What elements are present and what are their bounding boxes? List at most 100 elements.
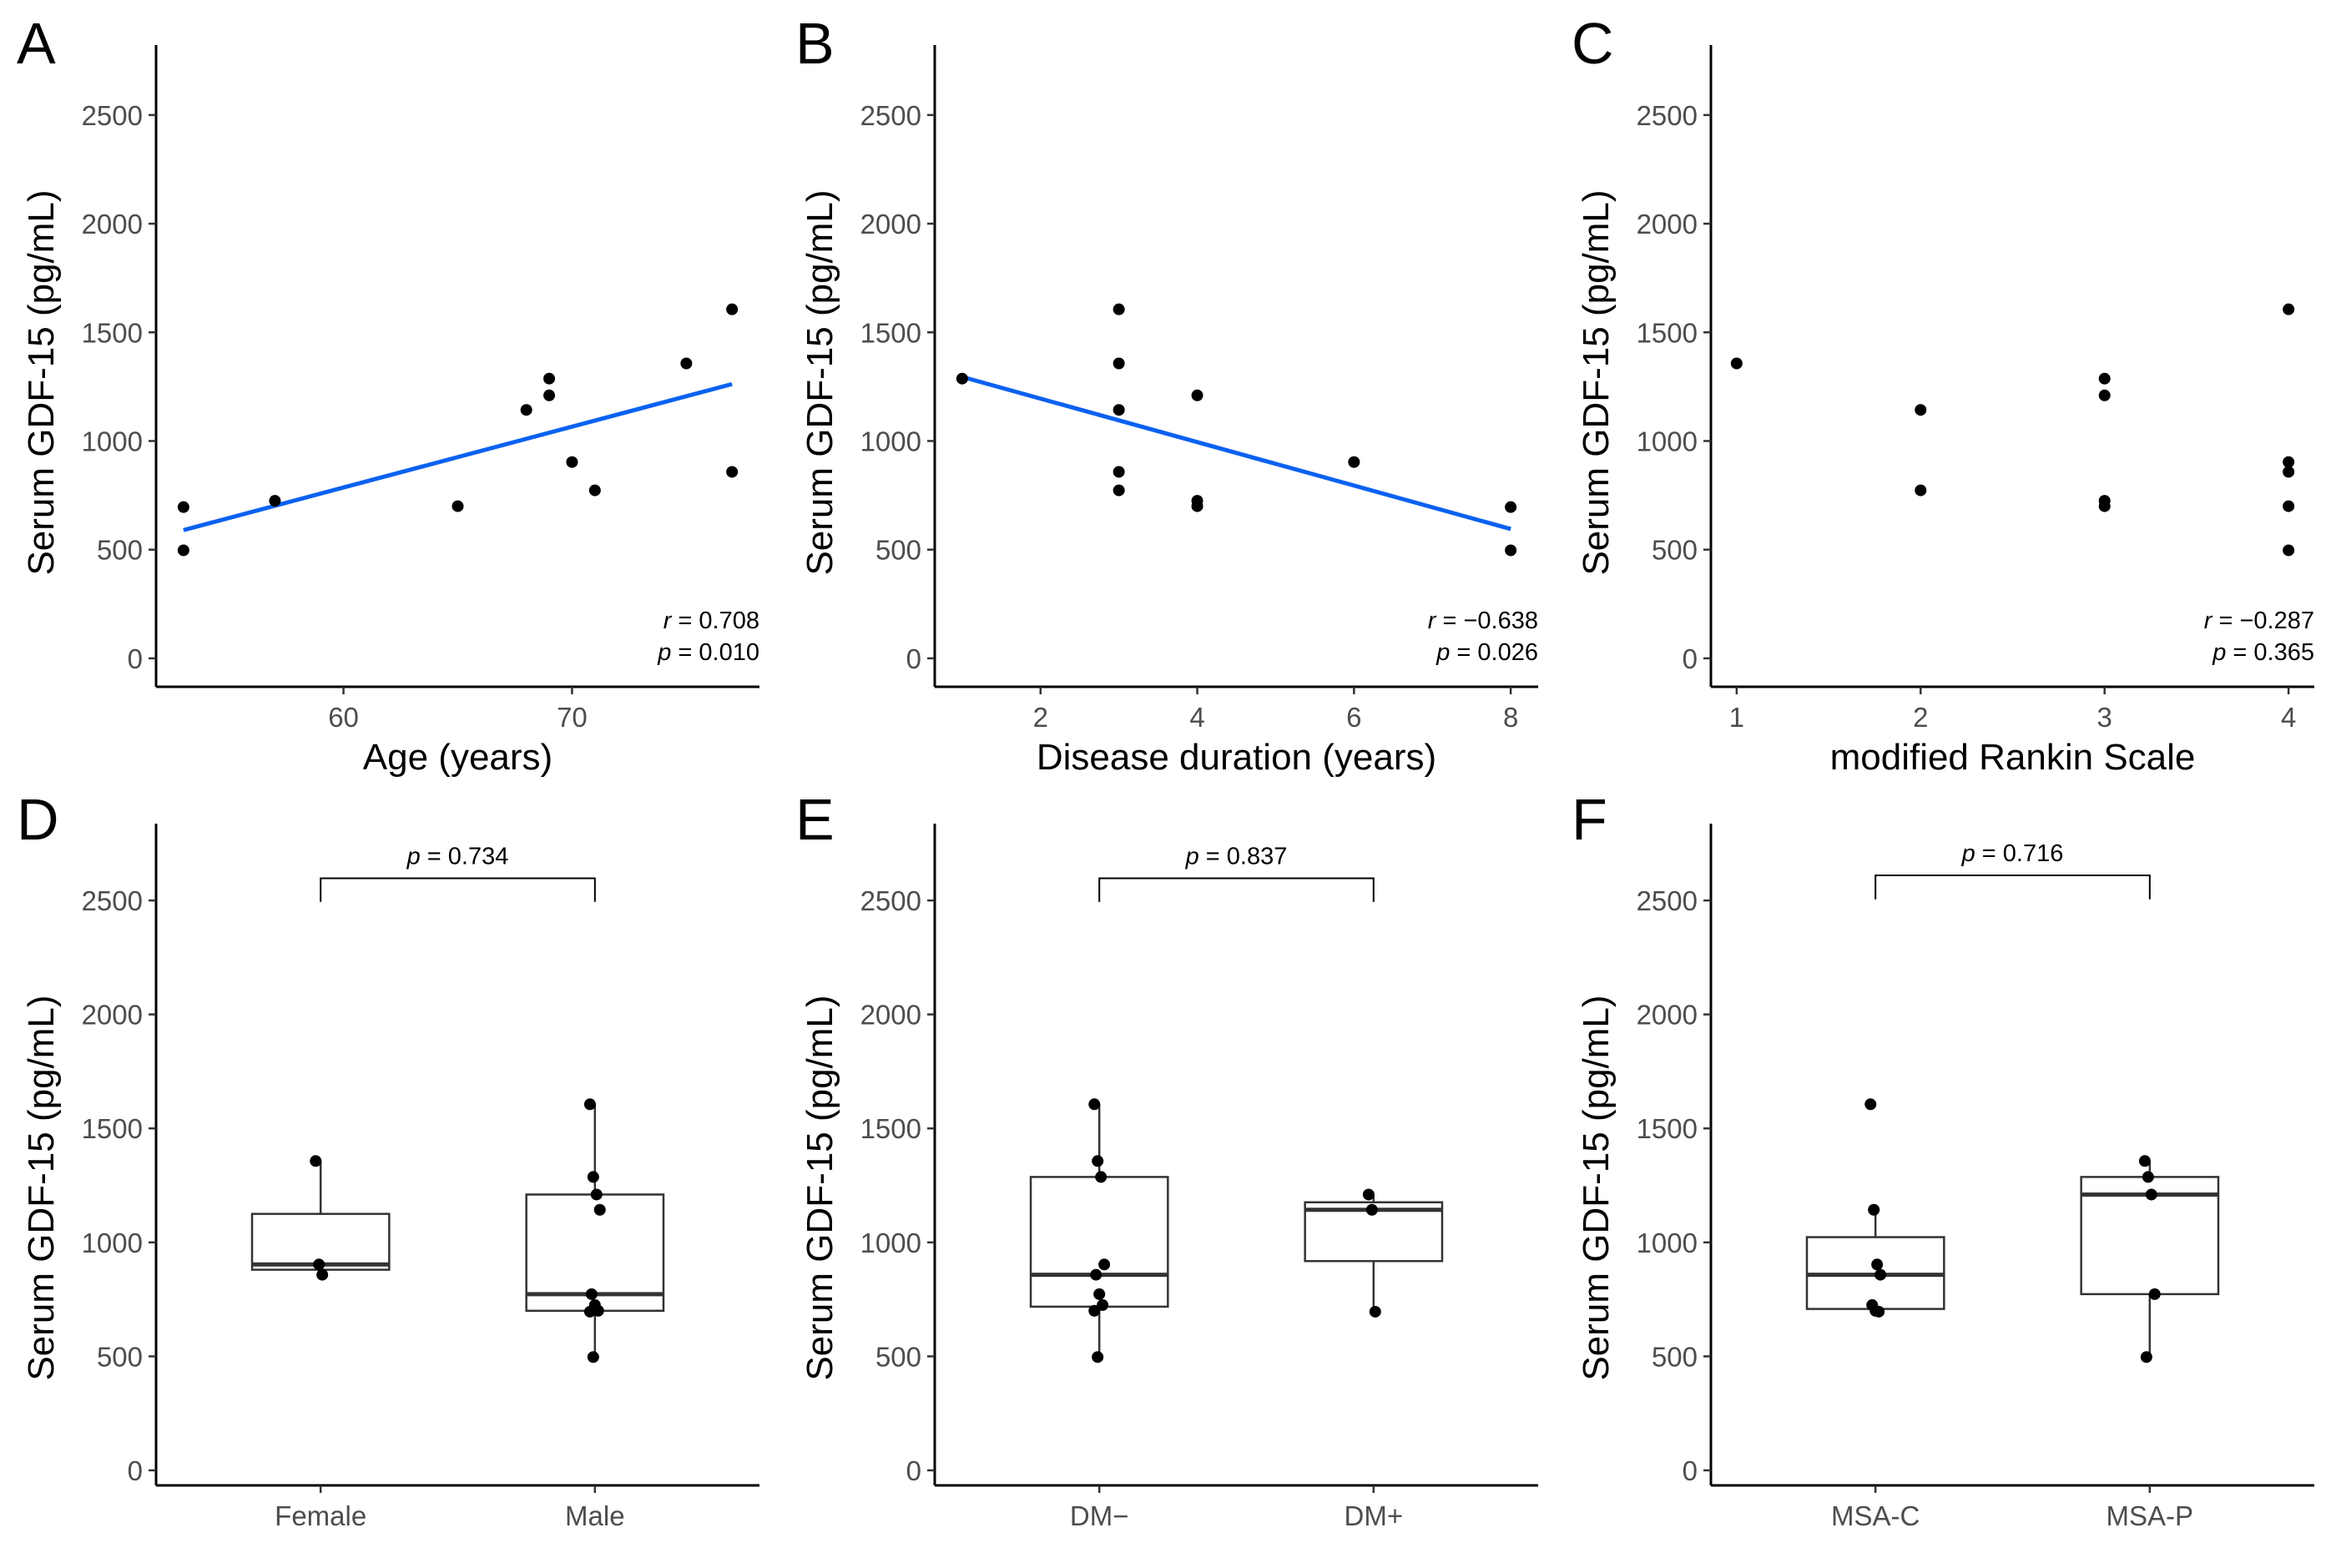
y-tick-label: 1000	[1637, 426, 1698, 456]
y-tick-label: 0	[128, 1455, 143, 1486]
data-point	[1864, 1098, 1877, 1111]
x-tick-label: 6	[1346, 702, 1361, 733]
data-point	[1191, 500, 1203, 512]
data-point	[2283, 544, 2295, 557]
y-tick-label: 2500	[82, 885, 143, 916]
panel-c: C 0 500 1000 1500 2000 2500 Serum GDF-15 (pg/mL…	[1572, 11, 2314, 778]
data-point	[587, 1351, 599, 1364]
x-tick-label: Male	[565, 1500, 625, 1531]
data-point	[583, 1098, 596, 1111]
panel-a: A 0 500 1000 1500 2000 2500 Serum GDF-15 (pg/mL…	[17, 11, 759, 778]
data-point	[1097, 1298, 1109, 1311]
panel-letter: D	[17, 787, 59, 852]
y-tick-label: 2500	[860, 885, 921, 916]
x-tick-label: 8	[1503, 702, 1518, 733]
data-point	[1095, 1171, 1107, 1183]
y-tick-label: 0	[1683, 1455, 1698, 1486]
x-tick-label: 3	[2097, 702, 2112, 733]
data-point	[590, 1188, 603, 1201]
y-tick-label: 1500	[860, 1113, 921, 1144]
correlation-p: p = 0.365	[2212, 639, 2314, 666]
data-point	[2148, 1288, 2161, 1300]
correlation-r: r = −0.287	[2204, 608, 2314, 634]
panel-letter: E	[795, 787, 835, 852]
p-symbol: p	[1185, 844, 1199, 870]
panel-letter: C	[1572, 11, 1614, 76]
data-point	[1113, 484, 1125, 497]
data-point	[1873, 1305, 1885, 1318]
y-axis-title: Serum GDF-15 (pg/mL)	[800, 995, 840, 1380]
y-tick-label: 500	[97, 1341, 143, 1372]
data-point	[1915, 484, 1927, 497]
data-point	[269, 495, 281, 507]
y-tick-label: 500	[1652, 535, 1698, 566]
data-point	[585, 1288, 598, 1300]
panel-e: E 0 500 1000 1500 2000 2500 Serum GDF-15 (pg/mL…	[795, 787, 1538, 1531]
data-point	[1362, 1188, 1375, 1201]
data-point	[1868, 1203, 1880, 1216]
p-symbol: p	[1961, 840, 1975, 867]
x-tick-label: DM−	[1070, 1500, 1129, 1531]
y-tick-label: 2000	[82, 1000, 143, 1031]
y-axis-title: Serum GDF-15 (pg/mL)	[1576, 995, 1617, 1380]
data-point	[726, 303, 739, 315]
y-tick-label: 2000	[860, 1000, 921, 1031]
y-tick-label: 1500	[1637, 1113, 1698, 1144]
significance-bracket	[320, 877, 596, 902]
data-point	[1505, 501, 1517, 513]
p-value: = 0.365	[2226, 639, 2314, 666]
significance-bracket	[1874, 875, 2151, 900]
y-tick-label: 500	[97, 535, 143, 566]
y-tick-label: 2500	[1637, 100, 1698, 131]
data-point	[593, 1203, 606, 1216]
y-tick-label: 2000	[82, 209, 143, 239]
data-point	[588, 484, 601, 497]
data-point	[1874, 1268, 1887, 1281]
y-tick-label: 2000	[1637, 209, 1698, 239]
data-point	[1730, 357, 1743, 370]
data-point	[2140, 1351, 2152, 1364]
data-point	[2098, 372, 2111, 385]
r-symbol: r	[663, 608, 673, 634]
y-axis-title: Serum GDF-15 (pg/mL)	[800, 189, 840, 575]
y-tick-label: 1500	[1637, 317, 1698, 348]
y-tick-label: 500	[1652, 1341, 1698, 1372]
comparison-p: p = 0.734	[406, 844, 509, 870]
y-tick-label: 2000	[860, 209, 921, 239]
y-tick-label: 0	[906, 643, 921, 674]
data-point	[452, 500, 464, 512]
data-point	[316, 1268, 329, 1281]
data-point	[1915, 404, 1927, 416]
y-tick-label: 1000	[82, 426, 143, 456]
y-axis-title: Serum GDF-15 (pg/mL)	[1576, 189, 1617, 575]
data-point	[1871, 1258, 1884, 1271]
panel-letter: B	[795, 11, 835, 76]
r-value: = −0.638	[1435, 608, 1538, 634]
x-axis-title: modified Rankin Scale	[1830, 737, 2196, 778]
x-tick-label: 4	[1189, 702, 1204, 733]
data-point	[1092, 1351, 1104, 1364]
data-point	[2098, 500, 2111, 512]
data-point	[1365, 1203, 1378, 1216]
data-point	[2283, 500, 2295, 512]
data-point	[313, 1258, 325, 1271]
x-tick-label: MSA-C	[1831, 1500, 1920, 1531]
y-tick-label: 1000	[1637, 1228, 1698, 1258]
data-point	[1113, 466, 1125, 478]
p-symbol: p	[406, 844, 421, 870]
p-value: = 0.716	[1975, 840, 2064, 867]
r-value: = −0.287	[2212, 608, 2314, 634]
y-axis-title: Serum GDF-15 (pg/mL)	[21, 995, 62, 1380]
data-point	[2098, 389, 2111, 401]
p-value: = 0.734	[421, 844, 509, 870]
y-tick-label: 0	[1683, 643, 1698, 674]
data-point	[1090, 1268, 1102, 1281]
x-tick-label: DM+	[1345, 1500, 1404, 1531]
comparison-p: p = 0.716	[1961, 840, 2064, 867]
data-point	[1088, 1304, 1101, 1317]
data-point	[1088, 1098, 1101, 1111]
y-tick-label: 1500	[82, 317, 143, 348]
correlation-p: p = 0.010	[657, 639, 759, 666]
data-point	[1092, 1155, 1104, 1167]
